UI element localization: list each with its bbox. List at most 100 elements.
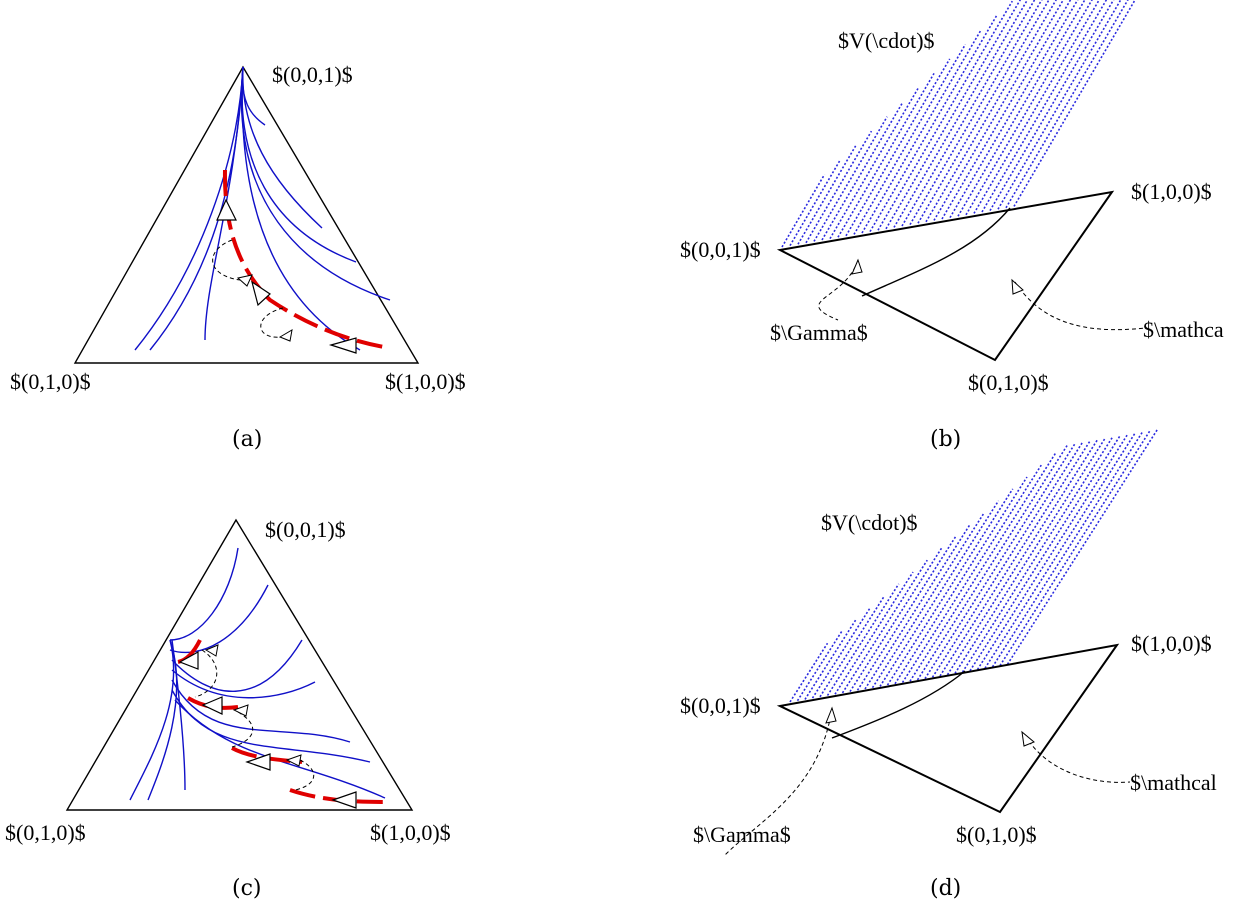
small-arrow-icon	[825, 706, 837, 724]
red-trajectory	[222, 169, 391, 350]
hatch-line	[925, 0, 1057, 223]
hatch-line	[829, 87, 920, 240]
small-arrow-icon	[1021, 730, 1035, 747]
hatch-line	[991, 431, 1144, 668]
hatch-line	[973, 0, 1101, 214]
value-surface-hatching	[789, 428, 1159, 703]
small-arrow-icon	[1011, 278, 1024, 295]
hatch-line	[1013, 0, 1136, 207]
dashed-loop	[260, 307, 284, 338]
vertex-label-top: $(0,0,1)$	[265, 517, 346, 542]
vertex-label-right: $(1,0,0)$	[1131, 631, 1212, 656]
mathcal-label: $\mathcal	[1130, 770, 1217, 795]
panel-a: $(0,0,1)$ $(0,1,0)$ $(1,0,0)$ (a)	[10, 62, 466, 452]
hatch-line	[1005, 0, 1129, 209]
hatch-line	[961, 436, 1114, 673]
panel-c: $(0,0,1)$ $(0,1,0)$ $(1,0,0)$ (c)	[5, 517, 451, 901]
dashed-loop	[212, 239, 241, 281]
gamma-pointer	[724, 707, 833, 856]
hatch-line	[949, 0, 1079, 219]
small-arrow-icon	[278, 329, 293, 342]
triangle-arrow-icon	[328, 337, 357, 354]
triangle-arrow-icon	[245, 753, 271, 771]
triangle-arrow-icon	[331, 791, 357, 809]
simplex-triangle	[776, 190, 1115, 362]
panel-b: $V(\cdot)$ $(1,0,0)$ $(0,0,1)$ $(0,1,0)$…	[680, 0, 1224, 452]
hatch-line	[989, 0, 1115, 212]
hatch-line	[984, 432, 1136, 669]
gamma-curve	[831, 670, 966, 739]
hatch-line	[894, 476, 1028, 685]
hatch-line	[796, 630, 843, 702]
vertex-label-right: $(1,0,0)$	[385, 369, 466, 394]
hatch-line	[933, 0, 1065, 221]
vertex-label-right: $(1,0,0)$	[1131, 179, 1212, 204]
mathcal-pointer	[1024, 734, 1131, 783]
hatch-line	[969, 435, 1121, 672]
hatch-line	[917, 0, 1050, 224]
hatch-line	[853, 44, 967, 235]
simplex-triangle	[65, 518, 414, 811]
hatch-line	[931, 441, 1084, 678]
panel-caption: (c)	[232, 876, 262, 901]
hatch-line	[805, 130, 873, 244]
hatch-line	[856, 535, 957, 691]
simplex-triangle	[776, 643, 1120, 814]
panel-caption: (b)	[930, 427, 961, 452]
small-arrow-icon	[285, 754, 302, 767]
small-arrow-icon	[204, 644, 219, 657]
hatch-line	[813, 116, 888, 242]
hatch-line	[861, 29, 982, 234]
small-arrow-icon	[851, 258, 863, 275]
hatch-line	[869, 15, 998, 233]
vertex-label-left: $(0,0,1)$	[680, 693, 761, 718]
hatch-line	[871, 512, 985, 689]
value-function-label: $V(\cdot)$	[838, 28, 935, 53]
hatch-line	[981, 0, 1108, 213]
value-surface-hatching	[781, 0, 1136, 248]
hatch-line	[1006, 428, 1159, 665]
hatch-line	[837, 72, 935, 238]
small-arrow-icon	[236, 274, 253, 287]
hatch-line	[901, 464, 1042, 683]
vertex-label-bottom: $(0,1,0)$	[956, 822, 1037, 847]
triangle-arrow-icon	[201, 696, 223, 715]
hatch-line	[821, 101, 904, 241]
hatch-line	[957, 0, 1086, 217]
hatch-line	[811, 607, 871, 699]
hatch-line	[916, 444, 1069, 681]
hatch-line	[924, 443, 1076, 680]
gamma-pointer	[818, 259, 859, 321]
hatch-line	[946, 439, 1099, 676]
hatch-line	[826, 583, 900, 696]
vertex-label-bottom: $(0,1,0)$	[968, 370, 1049, 395]
hatch-line	[976, 434, 1129, 670]
hatch-line	[965, 0, 1093, 216]
vertex-label-top: $(0,0,1)$	[272, 62, 353, 87]
hatch-line	[789, 159, 841, 247]
gamma-curve	[861, 207, 1011, 297]
triangle-arrow-icon	[216, 198, 237, 221]
gamma-label: $\Gamma$	[693, 822, 791, 847]
hatch-line	[909, 452, 1057, 682]
panel-d: $V(\cdot)$ $(1,0,0)$ $(0,0,1)$ $(0,1,0)$…	[680, 428, 1217, 901]
flow-lines	[129, 547, 386, 801]
mathcal-label: $\mathca	[1143, 317, 1224, 342]
vertex-label-left: $(0,1,0)$	[10, 369, 91, 394]
hatch-line	[893, 0, 1029, 228]
small-arrow-icon	[232, 704, 249, 717]
vertex-label-right: $(1,0,0)$	[370, 820, 451, 845]
hatch-line	[804, 619, 857, 700]
vertex-label-left: $(0,1,0)$	[5, 820, 86, 845]
simplex-triangle	[73, 65, 420, 364]
hatch-line	[834, 571, 914, 695]
hatch-line	[939, 440, 1091, 677]
mathcal-pointer	[1014, 281, 1146, 331]
hatch-line	[845, 58, 951, 237]
triangle-arrow-icon	[251, 280, 271, 307]
hatch-line	[879, 500, 1000, 687]
panel-caption: (d)	[930, 876, 961, 901]
dashed-loop	[194, 649, 218, 698]
hatch-line	[909, 0, 1043, 226]
vertex-label-left: $(0,0,1)$	[680, 237, 761, 262]
